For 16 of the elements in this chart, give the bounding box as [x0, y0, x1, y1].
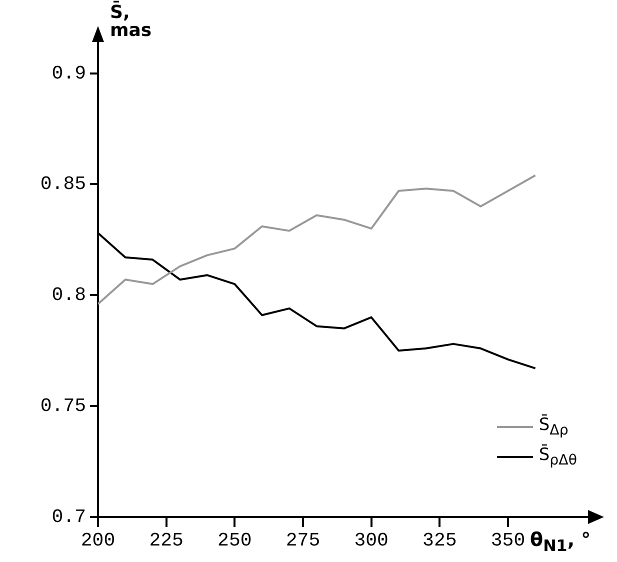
- x-tick-label: 325: [422, 529, 457, 552]
- x-tick-label: 225: [149, 529, 184, 552]
- x-axis-title: θ$_{N1}$, °: [530, 529, 591, 555]
- x-tick-label: 200: [80, 529, 116, 552]
- x-tick-label: 250: [218, 529, 252, 552]
- x-tick-label: 275: [286, 529, 320, 552]
- legend-label: S̄$_{ρΔθ}$: [538, 445, 577, 469]
- x-tick-label: 300: [354, 529, 388, 552]
- y-tick-label: 0.75: [40, 395, 86, 418]
- y-tick-label: 0.8: [52, 284, 86, 306]
- y-tick-label: 0.9: [52, 62, 86, 84]
- y-axis-title: S̄, mas: [110, 2, 153, 41]
- x-tick-label: 350: [490, 529, 526, 552]
- y-tick-label: 0.85: [40, 173, 86, 196]
- y-tick-label: 0.7: [52, 506, 86, 528]
- legend-label: S̄$_{Δρ}$: [538, 415, 568, 439]
